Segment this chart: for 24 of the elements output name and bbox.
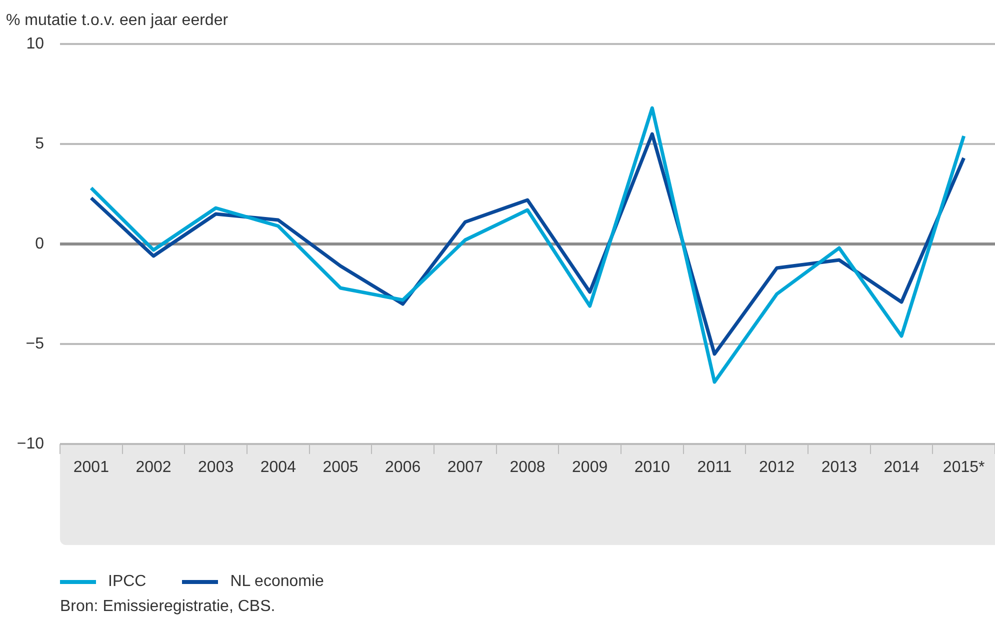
x-tick-label: 2014 — [884, 459, 920, 476]
x-tick-label: 2015* — [942, 459, 985, 476]
x-tick-label: 2005 — [322, 459, 358, 476]
y-tick-label: 10 — [26, 35, 44, 52]
y-tick-label: 5 — [35, 135, 44, 152]
y-tick-label: −10 — [16, 435, 44, 452]
legend-label: IPCC — [108, 573, 146, 591]
x-tick-label: 2009 — [572, 459, 608, 476]
x-tick-label: 2006 — [385, 459, 421, 476]
x-tick-label: 2002 — [136, 459, 172, 476]
x-tick-label: 2003 — [198, 459, 234, 476]
text: Bron: Emissieregistratie, CBS. — [60, 598, 276, 616]
y-axis-title: % mutatie t.o.v. een jaar eerder — [6, 12, 228, 30]
y-tick-label: −5 — [26, 335, 44, 352]
x-tick-label: 2008 — [510, 459, 546, 476]
x-tick-label: 2001 — [73, 459, 110, 476]
x-tick-label: 2004 — [260, 459, 296, 476]
x-tick-label: 2012 — [759, 459, 795, 476]
x-tick-label: 2011 — [697, 459, 732, 476]
x-tick-label: 2013 — [821, 459, 858, 476]
y-tick-label: 0 — [35, 235, 44, 252]
x-tick-label: 2007 — [447, 459, 484, 476]
legend-label: NL economie — [230, 573, 324, 591]
x-tick-label: 2010 — [634, 459, 670, 476]
